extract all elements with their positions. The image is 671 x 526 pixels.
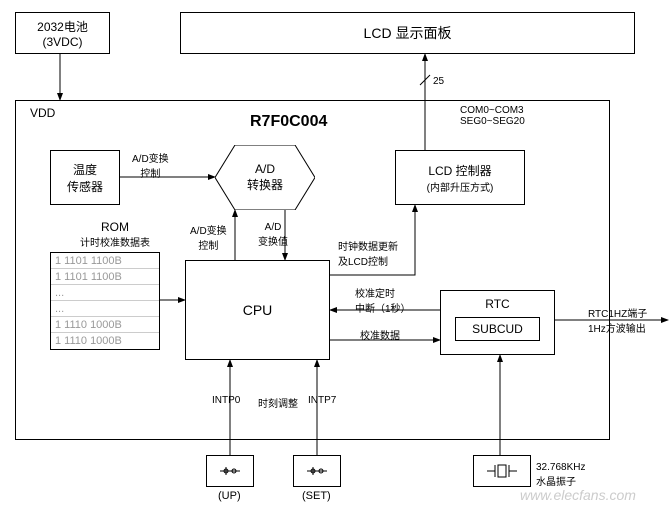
bus25-label: 25 [433, 76, 444, 87]
rtc-out-label: RTC1HZ端子 1Hz方波输出 [588, 305, 647, 335]
rom-row: ... [51, 285, 159, 301]
up-label: (UP) [218, 490, 241, 502]
up-button-box [206, 455, 254, 487]
ad-conv-l2: 转换器 [247, 178, 283, 192]
lcd-panel-label: LCD 显示面板 [364, 23, 452, 43]
rtc-box: RTC SUBCUD [440, 290, 555, 355]
chip-title: R7F0C004 [250, 113, 327, 131]
battery-label1: 2032电池 [37, 20, 88, 34]
ad-ctrl2-label: A/D变换 控制 [190, 222, 227, 252]
rom-row: ... [51, 301, 159, 317]
button-icon [218, 462, 242, 480]
seg-label: COM0~COM3 SEG0~SEG20 [460, 105, 525, 127]
temp-sensor-box: 温度 传感器 [50, 150, 120, 205]
rom-row: 1 1101 1100B [51, 269, 159, 285]
rom-row: 1 1110 1000B [51, 317, 159, 333]
time-adj-label: 时刻调整 [258, 395, 298, 410]
rom-title: ROM 计时校准数据表 [65, 220, 165, 249]
crystal-icon [485, 461, 519, 481]
set-button-box [293, 455, 341, 487]
clock-update-label: 时钟数据更新 及LCD控制 [338, 238, 398, 268]
lcd-ctrl-l1: LCD 控制器 [428, 164, 491, 178]
watermark: www.elecfans.com [520, 487, 636, 503]
rom-table: 1 1101 1100B 1 1101 1100B ... ... 1 1110… [50, 252, 160, 350]
temp-sensor-l2: 传感器 [67, 180, 103, 194]
rom-row: 1 1110 1000B [51, 333, 159, 349]
cpu-box: CPU [185, 260, 330, 360]
set-label: (SET) [302, 490, 331, 502]
ad-value-label: A/D 变换值 [258, 222, 288, 248]
ad-conv-l1: A/D [255, 162, 275, 176]
lcd-controller-box: LCD 控制器 (内部升压方式) [395, 150, 525, 205]
intp0-label: INTP0 [212, 395, 240, 406]
lcd-panel-box: LCD 显示面板 [180, 12, 635, 54]
button-icon [305, 462, 329, 480]
ad-ctrl1-label: A/D变换 控制 [132, 150, 169, 180]
battery-box: 2032电池 (3VDC) [15, 12, 110, 54]
vdd-label: VDD [30, 106, 55, 120]
crystal-box [473, 455, 531, 487]
rtc-label: RTC [485, 297, 509, 311]
cal-timer-label: 校准定时 中断（1秒） [355, 285, 411, 315]
rom-row: 1 1101 1100B [51, 253, 159, 269]
ad-converter-hex: A/D 转换器 [215, 145, 315, 210]
crystal-label: 32.768KHz 水晶振子 [536, 462, 585, 488]
temp-sensor-l1: 温度 [73, 163, 97, 177]
intp7-label: INTP7 [308, 395, 336, 406]
rtc-sub-label: SUBCUD [472, 322, 523, 336]
cpu-label: CPU [243, 302, 273, 318]
rtc-subcud-box: SUBCUD [455, 317, 540, 341]
cal-data-label: 校准数据 [360, 327, 400, 342]
battery-label2: (3VDC) [42, 35, 82, 49]
lcd-ctrl-l2: (内部升压方式) [427, 183, 494, 194]
